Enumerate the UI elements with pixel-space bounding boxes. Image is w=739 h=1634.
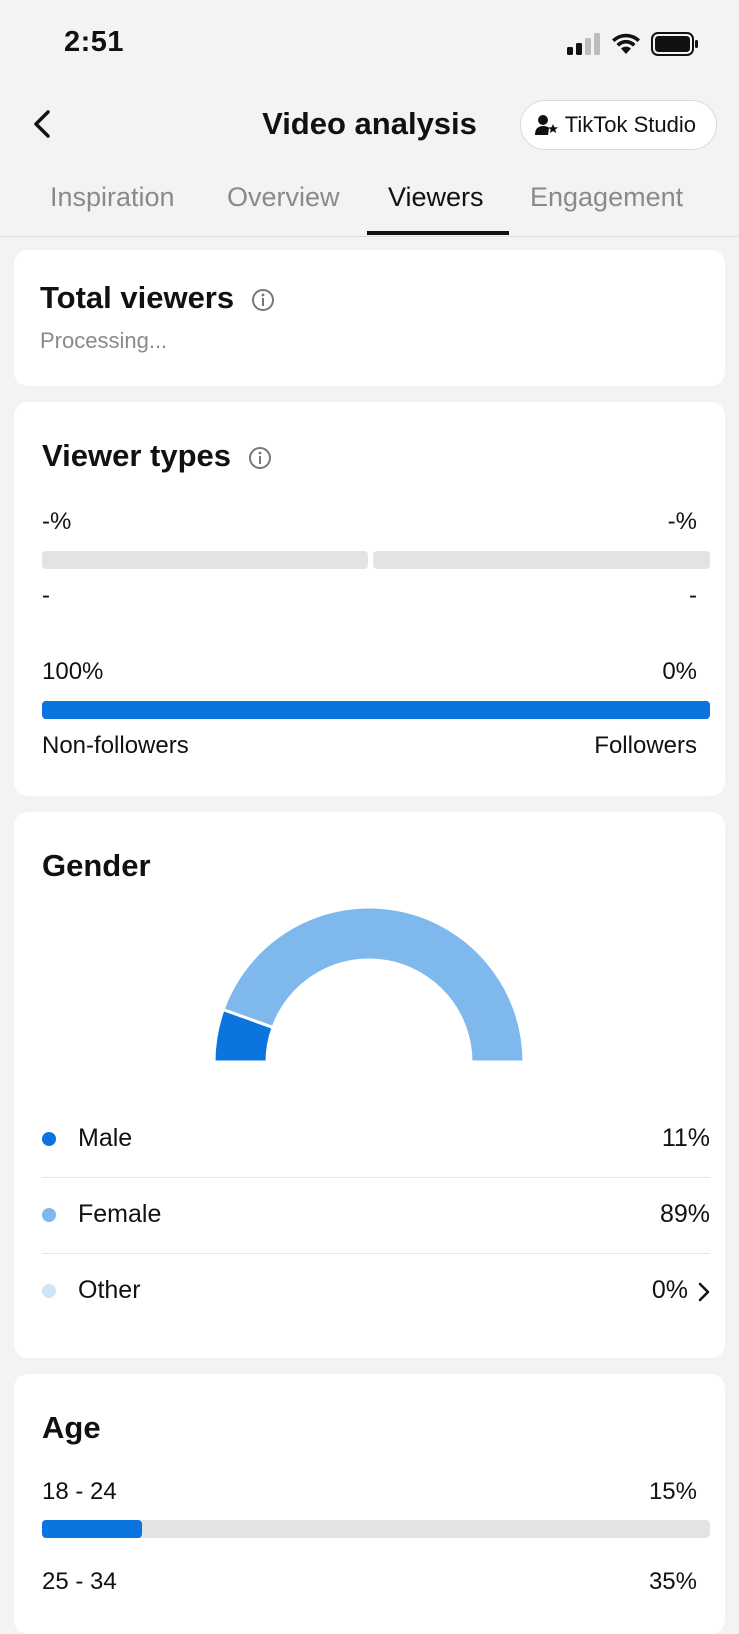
viewer-types-title-text: Viewer types (42, 438, 231, 473)
gender-segment-female (221, 905, 526, 1064)
tab-bar: Inspiration Overview Viewers Engagement (0, 168, 739, 237)
gender-legend-female: Female 89% (42, 1178, 710, 1252)
tab-inspiration[interactable]: Inspiration (50, 182, 175, 212)
age-range-label: 25 - 34 (42, 1568, 117, 1595)
age-range-value: 15% (648, 1478, 697, 1505)
female-color-dot (42, 1208, 56, 1222)
chevron-right-icon[interactable] (698, 1282, 710, 1302)
active-tab-indicator (367, 231, 509, 235)
other-label: Other (78, 1276, 141, 1304)
followers-bar-track (42, 701, 710, 719)
nav-bar: Video analysis TikTok Studio (0, 88, 739, 164)
gender-card: Gender Male 11% Female 89% Other 0% (14, 812, 725, 1358)
tab-overview[interactable]: Overview (227, 182, 340, 212)
status-bar: 2:51 (0, 0, 739, 88)
signal-icon (567, 33, 600, 55)
age-title: Age (42, 1410, 101, 1445)
page-title: Video analysis (262, 106, 477, 141)
tab-engagement[interactable]: Engagement (530, 182, 684, 212)
total-viewers-title-text: Total viewers (40, 280, 235, 315)
age-bar-track (42, 1520, 710, 1538)
gender-title: Gender (42, 848, 151, 883)
non-followers-bar-fill (42, 701, 710, 719)
male-label: Male (78, 1124, 133, 1152)
other-value: 0% (651, 1276, 688, 1304)
person-star-icon (534, 115, 558, 135)
divider (42, 1177, 710, 1178)
total-viewers-status: Processing... (40, 328, 168, 353)
female-label: Female (78, 1200, 162, 1228)
gender-legend-other[interactable]: Other 0% (42, 1254, 710, 1328)
viewer-type-2-left-pct: 100% (42, 658, 104, 685)
info-icon[interactable] (248, 446, 272, 470)
status-icons (567, 32, 699, 56)
viewer-type-1-left-label: - (42, 582, 50, 609)
viewer-type-1-right-bar (373, 551, 710, 569)
viewer-type-1-left-bar (42, 551, 368, 569)
battery-icon (651, 32, 698, 56)
tab-viewers[interactable]: Viewers (388, 182, 484, 212)
wifi-icon (612, 33, 640, 54)
age-bar-fill (42, 1520, 143, 1538)
age-range-value: 35% (648, 1568, 697, 1595)
info-icon[interactable] (251, 288, 275, 312)
tiktok-studio-button[interactable]: TikTok Studio (519, 100, 717, 150)
male-value: 11% (661, 1124, 710, 1152)
divider (42, 1253, 710, 1254)
status-time: 2:51 (64, 26, 125, 58)
followers-label: Followers (594, 732, 697, 759)
gender-gauge (212, 905, 526, 1064)
back-arrow-icon[interactable] (24, 104, 64, 144)
tiktok-studio-label: TikTok Studio (564, 112, 696, 137)
age-range-label: 18 - 24 (42, 1478, 117, 1505)
viewer-type-1-right-pct: -% (667, 508, 697, 535)
total-viewers-title: Total viewers (40, 280, 275, 316)
viewer-types-card: Viewer types -% -% - - 100% 0% Non-follo… (14, 402, 725, 796)
non-followers-label: Non-followers (42, 732, 189, 759)
gender-legend-male: Male 11% (42, 1102, 710, 1176)
viewer-types-title: Viewer types (42, 438, 272, 474)
male-color-dot (42, 1132, 56, 1146)
age-card: Age 18 - 24 15% 25 - 34 35% (14, 1374, 725, 1634)
female-value: 89% (659, 1200, 710, 1228)
viewer-type-1-right-label: - (689, 582, 697, 609)
other-color-dot (42, 1284, 56, 1298)
viewer-type-2-right-pct: 0% (662, 658, 697, 685)
viewer-type-1-left-pct: -% (42, 508, 72, 535)
total-viewers-card: Total viewers Processing... (14, 250, 725, 386)
